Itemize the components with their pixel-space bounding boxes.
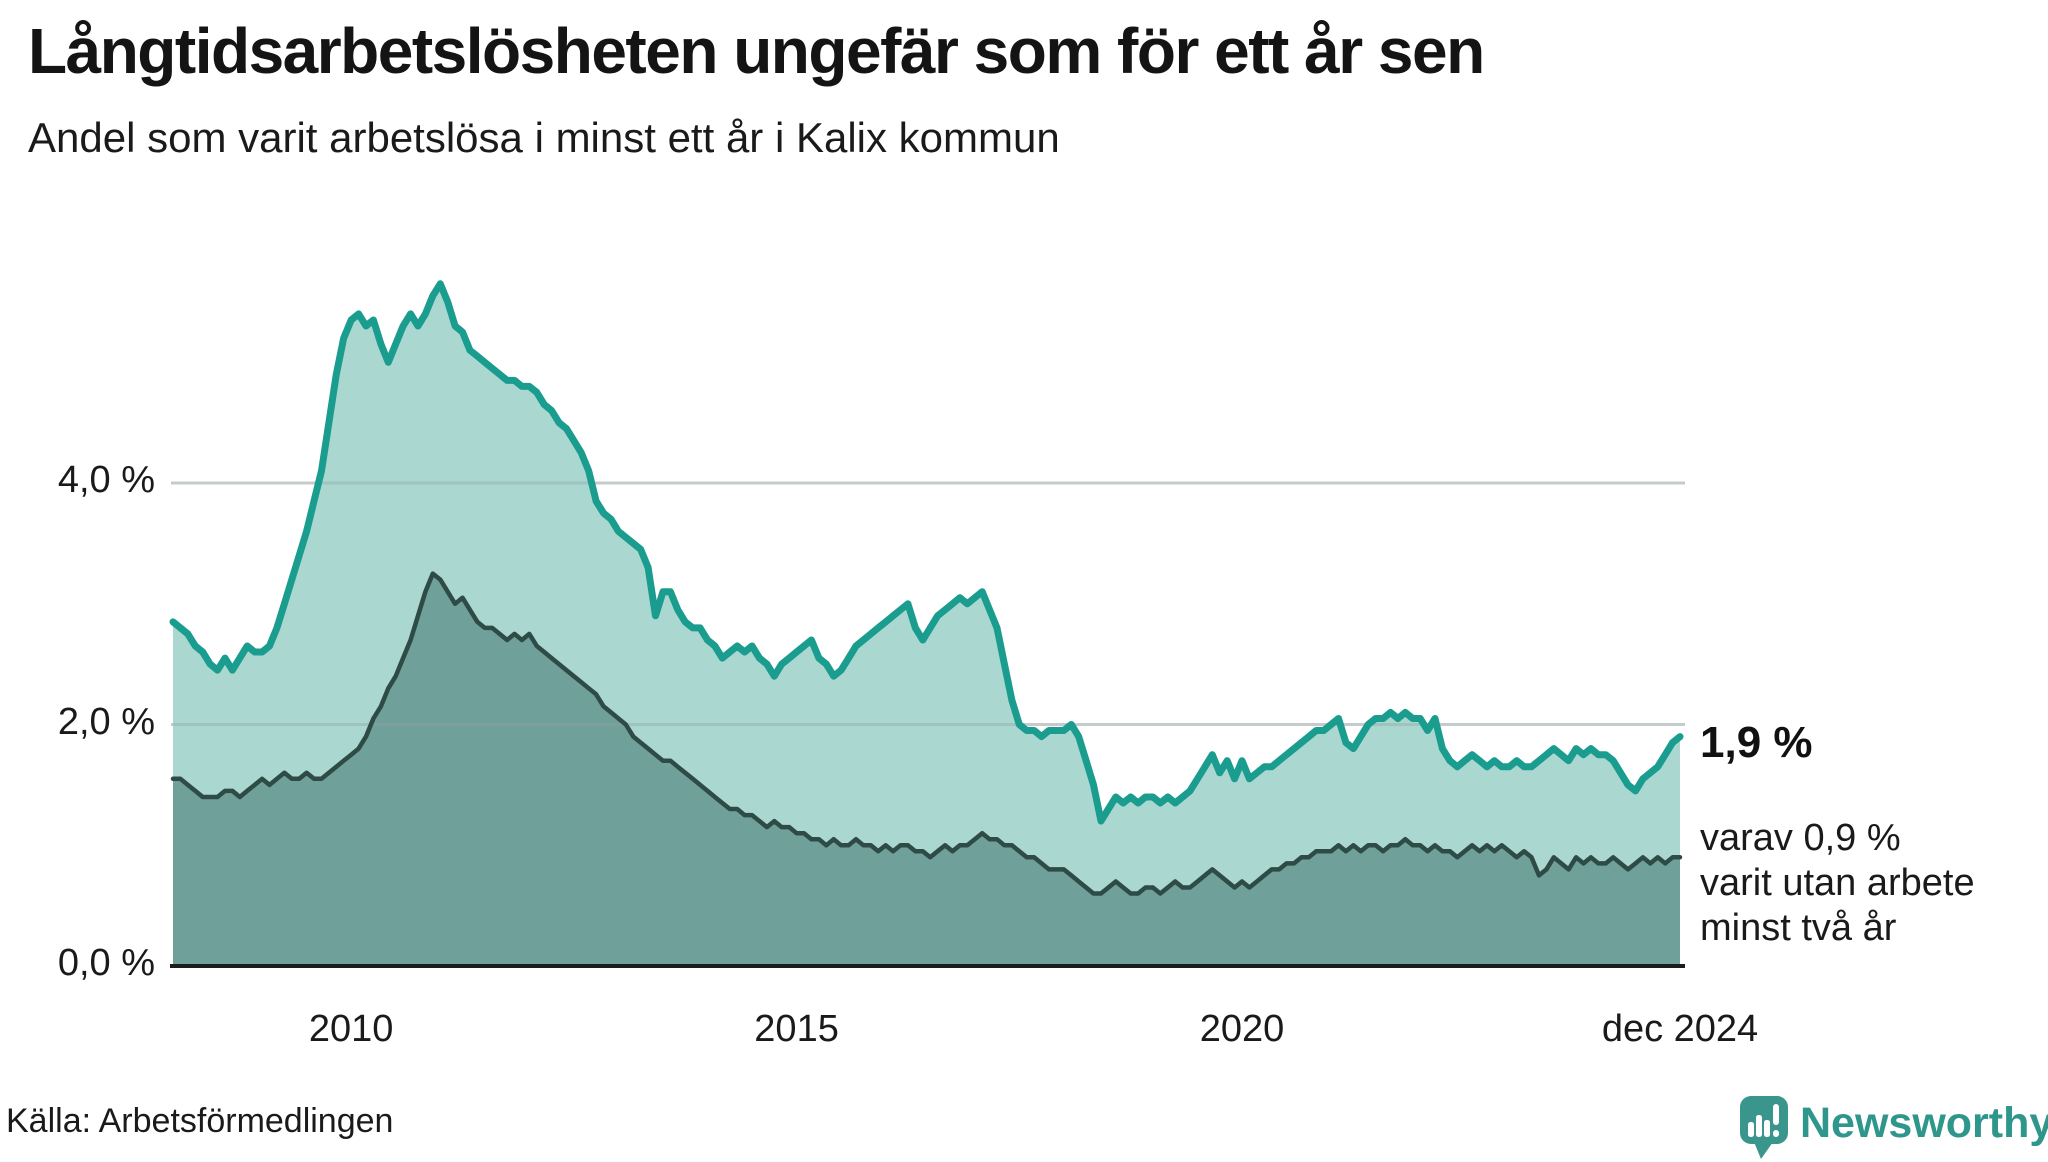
newsworthy-logo-text: Newsworthy (1800, 1099, 2048, 1147)
y-tick-label: 4,0 % (57, 459, 155, 501)
latest-value-annotation: 1,9 % (1700, 718, 1813, 767)
line-two-years (170, 571, 1683, 896)
annotation-line: varit utan arbete (1700, 862, 1975, 904)
x-tick-label: 2015 (754, 1008, 839, 1050)
source-note: Källa: Arbetsförmedlingen (6, 1102, 394, 1140)
secondary-value-annotation: varav 0,9 % varit utan arbete minst två … (1700, 816, 1975, 951)
annotation-line: varav 0,9 % (1700, 817, 1901, 859)
annotation-line: minst två år (1700, 907, 1897, 949)
line-total (169, 280, 1684, 825)
newsworthy-logo-icon (1740, 1096, 1788, 1159)
x-tick-label: dec 2024 (1601, 1008, 1759, 1050)
x-tick-label: 2020 (1199, 1008, 1285, 1050)
y-tick-label: 2,0 % (57, 700, 155, 743)
y-tick-label: 0,0 % (57, 942, 155, 984)
area-fill-two-years (173, 573, 1680, 966)
page-title: Långtidsarbetslösheten ungefär som för e… (28, 15, 1485, 87)
x-tick-label: 2010 (308, 1008, 394, 1050)
page-subtitle: Andel som varit arbetslösa i minst ett å… (28, 114, 1060, 161)
